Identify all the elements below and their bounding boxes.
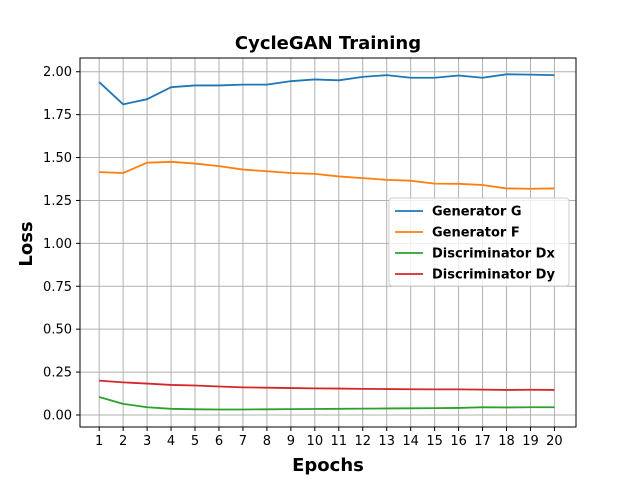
- chart-title: CycleGAN Training: [235, 33, 421, 54]
- x-tick-label: 6: [215, 434, 223, 449]
- series-line-generator-f: [99, 160, 555, 190]
- y-tick-label: 0.50: [43, 323, 72, 338]
- x-axis-ticks: 1 2 3 4 5 6 7 8 9 10 11 12 13 14 15 16 17 18 19 20: [95, 427, 563, 449]
- x-tick-label: 18: [498, 434, 515, 449]
- y-tick-label: 0.00: [43, 408, 72, 423]
- x-tick-label: 20: [546, 434, 563, 449]
- y-tick-label: 1.50: [43, 151, 72, 166]
- x-tick-label: 13: [378, 434, 395, 449]
- x-tick-label: 2: [119, 434, 127, 449]
- series-line-discriminator-dy: [99, 379, 555, 391]
- y-tick-label: 2.00: [43, 65, 72, 80]
- series-line-discriminator-dx: [98, 396, 555, 411]
- y-tick-label: 0.25: [43, 366, 72, 381]
- x-tick-label: 11: [331, 434, 348, 449]
- legend-entry: Discriminator Dx: [432, 247, 555, 262]
- x-tick-label: 10: [307, 434, 324, 449]
- x-tick-label: 15: [426, 434, 443, 449]
- legend: Generator G Generator F Discriminator Dx Di…: [388, 197, 570, 287]
- x-tick-label: 3: [143, 434, 151, 449]
- y-tick-label: 0.75: [43, 280, 72, 295]
- x-tick-label: 8: [263, 434, 271, 449]
- x-axis-label: Epochs: [292, 455, 364, 476]
- x-tick-label: 1: [95, 434, 103, 449]
- x-tick-label: 14: [402, 434, 419, 449]
- x-tick-label: 5: [191, 434, 199, 449]
- x-tick-label: 12: [354, 434, 371, 449]
- x-tick-label: 17: [474, 434, 491, 449]
- legend-entry: Generator G: [432, 205, 522, 220]
- x-tick-label: 4: [167, 434, 175, 449]
- x-tick-label: 7: [239, 434, 247, 449]
- plot-frame: [79, 57, 577, 428]
- y-axis-ticks: 0.00 0.25 0.50 0.75 1.00 1.25 1.50 1.75 2.00: [43, 65, 80, 423]
- series-lines: [98, 73, 555, 411]
- y-tick-label: 1.00: [43, 237, 72, 252]
- legend-entry: Generator F: [432, 226, 520, 241]
- legend-box: [388, 197, 570, 287]
- x-tick-label: 19: [522, 434, 539, 449]
- y-tick-label: 1.75: [43, 108, 72, 123]
- x-tick-label: 9: [287, 434, 295, 449]
- y-tick-label: 1.25: [43, 194, 72, 209]
- x-tick-label: 16: [450, 434, 467, 449]
- y-axis-label: Loss: [16, 221, 37, 266]
- series-line-generator-g: [98, 73, 555, 106]
- legend-entry: Discriminator Dy: [432, 268, 555, 283]
